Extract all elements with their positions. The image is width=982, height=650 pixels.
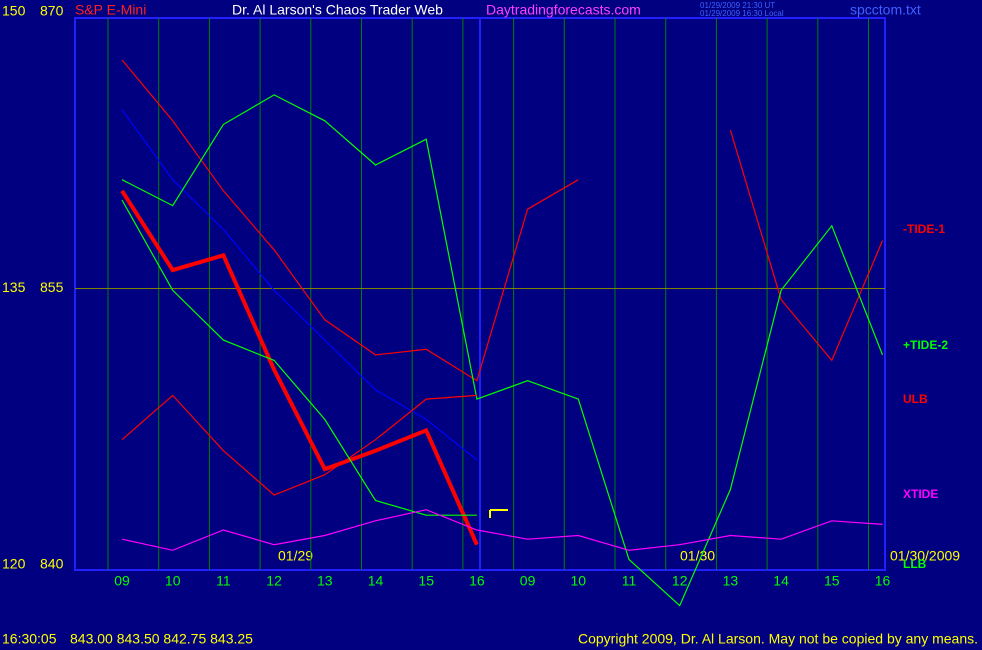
series-line	[121, 109, 478, 461]
series-line	[121, 394, 477, 496]
x-tick-label: 16	[469, 573, 485, 589]
timestamp: 01/29/2009 21:30 UT	[700, 1, 775, 10]
series-line	[121, 199, 477, 516]
chart-title: Dr. Al Larson's Chaos Trader Web	[232, 2, 443, 18]
series-line	[121, 59, 884, 382]
y2-tick-label: 150	[2, 3, 26, 19]
series-line	[120, 189, 479, 546]
site: Daytradingforecasts.com	[486, 2, 641, 18]
date-label: 01/30/2009	[890, 548, 960, 564]
legend-label: +TIDE-2	[903, 338, 948, 352]
y2-tick-label: 120	[2, 556, 26, 572]
x-tick-label: 16	[875, 573, 891, 589]
y-tick-label: 855	[40, 279, 64, 295]
x-tick-label: 15	[824, 573, 840, 589]
marker	[489, 509, 508, 518]
x-tick-label: 12	[266, 573, 282, 589]
x-tick-label: 12	[672, 573, 688, 589]
y-tick-label: 840	[40, 556, 64, 572]
legend-label: ULB	[903, 392, 928, 406]
x-tick-label: 09	[114, 573, 130, 589]
x-tick-label: 10	[571, 573, 587, 589]
x-tick-label: 11	[216, 573, 231, 589]
x-tick-label: 14	[368, 573, 384, 589]
file-name: spcctom.txt	[850, 2, 921, 18]
legend-label: LLB	[903, 557, 927, 571]
series-line	[121, 94, 884, 607]
y2-tick-label: 135	[2, 279, 26, 295]
x-tick-label: 11	[622, 573, 637, 589]
footer-time: 16:30:05	[2, 631, 57, 647]
date-label: 01/29	[278, 548, 313, 564]
symbol: S&P E-Mini	[75, 2, 146, 18]
series-line	[121, 509, 883, 551]
copyright: Copyright 2009, Dr. Al Larson. May not b…	[578, 631, 978, 647]
x-tick-label: 10	[165, 573, 181, 589]
x-tick-label: 13	[723, 573, 739, 589]
timestamp: 01/29/2009 16:30 Local	[700, 9, 784, 18]
footer-quote: 843.00 843.50 842.75 843.25	[70, 631, 253, 647]
x-tick-label: 14	[773, 573, 789, 589]
x-tick-label: 15	[418, 573, 434, 589]
y-tick-label: 870	[40, 3, 64, 19]
x-tick-label: 13	[317, 573, 333, 589]
date-label: 01/30	[680, 548, 715, 564]
legend-label: -TIDE-1	[903, 222, 945, 236]
legend-label: XTIDE	[903, 487, 938, 501]
x-tick-label: 09	[520, 573, 536, 589]
